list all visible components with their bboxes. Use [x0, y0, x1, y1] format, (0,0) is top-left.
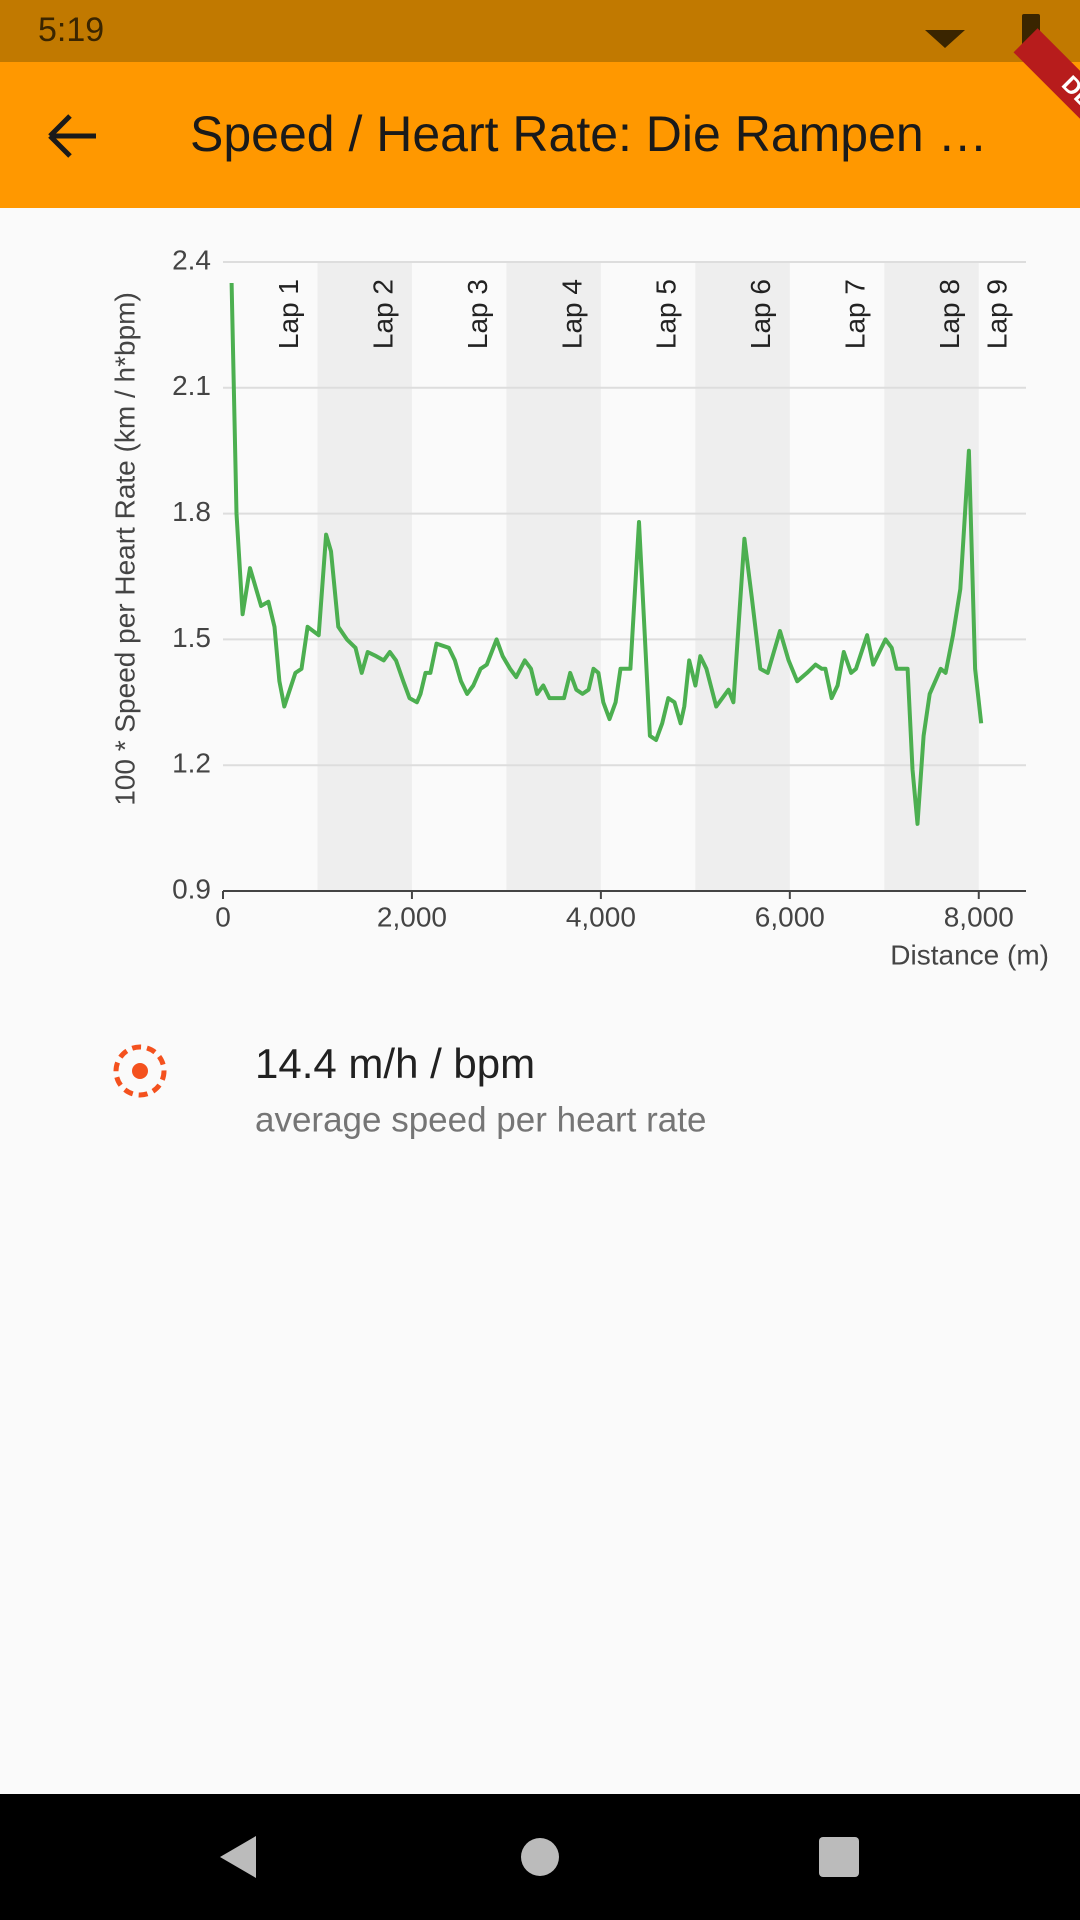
- y-tick-label: 2.1: [172, 370, 211, 401]
- x-axis-title: Distance (m): [890, 939, 1049, 970]
- back-button[interactable]: [48, 114, 96, 158]
- lap-label: Lap 5: [651, 279, 682, 349]
- y-tick-label: 1.2: [172, 748, 211, 779]
- lap-label: Lap 7: [840, 279, 871, 349]
- x-tick-label: 0: [215, 901, 231, 932]
- y-tick-label: 2.4: [172, 244, 211, 275]
- y-tick-label: 1.8: [172, 496, 211, 527]
- y-axis-title: 100 * Speed per Heart Rate (km / h*bpm): [109, 292, 140, 806]
- wifi-icon: [925, 30, 965, 48]
- lap-label: Lap 6: [745, 279, 776, 349]
- x-tick-label: 8,000: [944, 901, 1014, 932]
- x-tick-label: 4,000: [566, 901, 636, 932]
- lap-label: Lap 9: [981, 279, 1012, 349]
- x-tick-label: 6,000: [755, 901, 825, 932]
- stat-label: average speed per heart rate: [255, 1100, 706, 1139]
- stat-icon: [113, 1044, 167, 1098]
- icon-ring: [113, 1044, 167, 1098]
- nav-back[interactable]: [220, 1836, 256, 1878]
- app-bar: [0, 62, 1080, 208]
- nav-recents[interactable]: [819, 1837, 859, 1877]
- status-time: 5:19: [38, 11, 104, 49]
- lap-label: Lap 2: [367, 279, 398, 349]
- lap-label: Lap 3: [462, 279, 493, 349]
- x-tick-label: 2,000: [377, 901, 447, 932]
- stat-value: 14.4 m/h / bpm: [255, 1040, 535, 1087]
- lap-label: Lap 8: [934, 279, 965, 349]
- nav-home[interactable]: [521, 1838, 559, 1876]
- data-line: [229, 282, 984, 826]
- y-tick-label: 0.9: [172, 873, 211, 904]
- lap-label: Lap 4: [556, 279, 587, 349]
- lap-band: [884, 262, 979, 891]
- chart: Lap 1 Lap 2 Lap 3 Lap 4 Lap 5 Lap 6 Lap 7 Lap 8…: [109, 244, 1049, 970]
- icon-dot: [132, 1063, 148, 1079]
- lap-band: [506, 262, 601, 891]
- y-tick-label: 1.5: [172, 622, 211, 653]
- debug-ribbon: [1013, 28, 1080, 194]
- lap-label: Lap 1: [273, 279, 304, 349]
- app-bar-title: Speed / Heart Rate: Die Rampen …: [190, 106, 988, 162]
- status-bar: [0, 0, 1080, 62]
